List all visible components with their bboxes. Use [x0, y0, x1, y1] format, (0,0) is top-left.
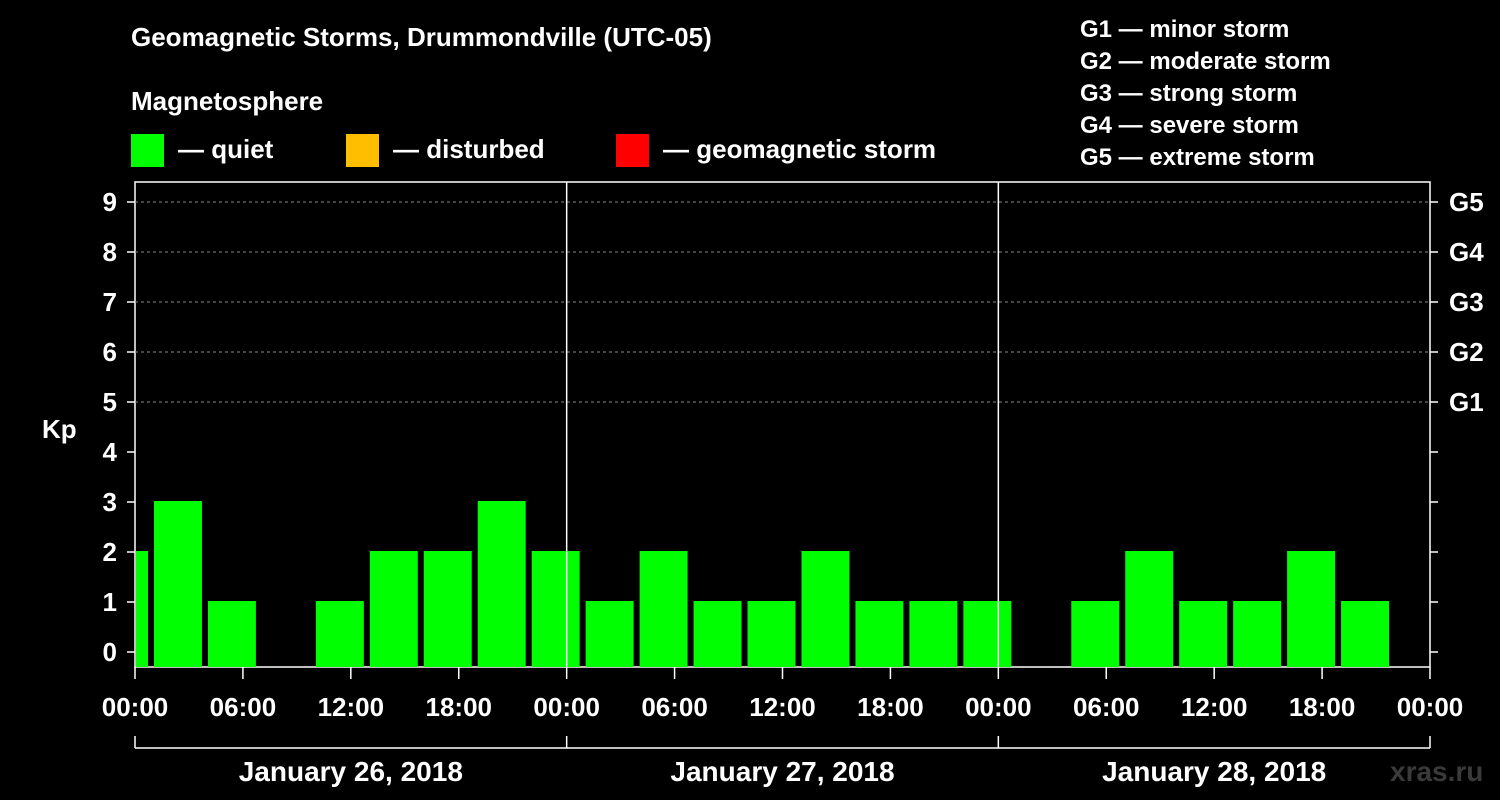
- x-tick-label: 18:00: [857, 692, 924, 722]
- x-tick-label: 06:00: [641, 692, 708, 722]
- g-axis-label: G5: [1449, 187, 1484, 217]
- legend-label-disturbed: — disturbed: [393, 134, 545, 164]
- g-scale-g1: G1 — minor storm: [1080, 16, 1290, 43]
- y-tick-label: 4: [103, 437, 118, 467]
- g-scale-g2: G2 — moderate storm: [1080, 48, 1331, 75]
- kp-bar: [315, 601, 364, 667]
- kp-bar: [1341, 601, 1390, 667]
- y-tick-label: 9: [103, 187, 117, 217]
- legend-swatch-quiet: [131, 134, 164, 167]
- x-tick-label: 12:00: [1181, 692, 1248, 722]
- g-axis-label: G1: [1449, 387, 1484, 417]
- chart-title: Geomagnetic Storms, Drummondville (UTC-0…: [131, 22, 712, 52]
- g-axis-label: G3: [1449, 287, 1484, 317]
- g-axis-label: G4: [1449, 237, 1484, 267]
- kp-bar: [1071, 601, 1120, 667]
- watermark: xras.ru: [1390, 756, 1484, 787]
- y-axis-label: Kp: [42, 414, 77, 444]
- x-tick-label: 12:00: [749, 692, 816, 722]
- x-tick-label: 00:00: [102, 692, 169, 722]
- legend-label-quiet: — quiet: [178, 134, 274, 164]
- kp-bar: [153, 501, 202, 667]
- g-scale-g3: G3 — strong storm: [1080, 80, 1298, 107]
- legend-label-storm: — geomagnetic storm: [663, 134, 937, 164]
- kp-bar: [747, 601, 796, 667]
- legend-swatch-disturbed: [346, 134, 379, 167]
- y-tick-label: 5: [103, 387, 117, 417]
- y-tick-label: 3: [103, 487, 117, 517]
- kp-bar: [855, 601, 904, 667]
- day-label: January 26, 2018: [239, 756, 463, 787]
- kp-bar: [693, 601, 742, 667]
- kp-bar: [1179, 601, 1228, 667]
- x-tick-label: 18:00: [1289, 692, 1356, 722]
- kp-bar: [207, 601, 256, 667]
- kp-bar: [801, 551, 850, 667]
- y-tick-label: 1: [103, 587, 117, 617]
- kp-bar: [1233, 601, 1282, 667]
- g-axis-label: G2: [1449, 337, 1484, 367]
- legend-heading: Magnetosphere: [131, 86, 324, 116]
- kp-bar: [963, 601, 1012, 667]
- g-scale-g5: G5 — extreme storm: [1080, 144, 1315, 171]
- plot-frame: [134, 181, 1431, 668]
- x-tick-label: 12:00: [318, 692, 385, 722]
- kp-bar: [369, 551, 418, 667]
- kp-bar: [423, 551, 472, 667]
- y-tick-label: 0: [103, 637, 117, 667]
- day-label: January 28, 2018: [1102, 756, 1326, 787]
- x-tick-label: 18:00: [426, 692, 493, 722]
- y-tick-label: 2: [103, 537, 117, 567]
- x-tick-label: 00:00: [1397, 692, 1464, 722]
- x-tick-label: 00:00: [965, 692, 1032, 722]
- kp-bar: [477, 501, 526, 667]
- y-tick-label: 8: [103, 237, 117, 267]
- x-tick-label: 00:00: [533, 692, 600, 722]
- day-label: January 27, 2018: [670, 756, 894, 787]
- kp-bar: [1287, 551, 1336, 667]
- y-tick-label: 6: [103, 337, 117, 367]
- g-scale-g4: G4 — severe storm: [1080, 112, 1299, 139]
- legend-swatch-storm: [616, 134, 649, 167]
- kp-bar: [1125, 551, 1174, 667]
- kp-bar: [585, 601, 634, 667]
- kp-bar: [639, 551, 688, 667]
- y-tick-label: 7: [103, 287, 117, 317]
- x-tick-label: 06:00: [1073, 692, 1140, 722]
- kp-bar: [531, 551, 580, 667]
- kp-bar: [909, 601, 958, 667]
- x-tick-label: 06:00: [210, 692, 277, 722]
- kp-bar: [136, 551, 148, 667]
